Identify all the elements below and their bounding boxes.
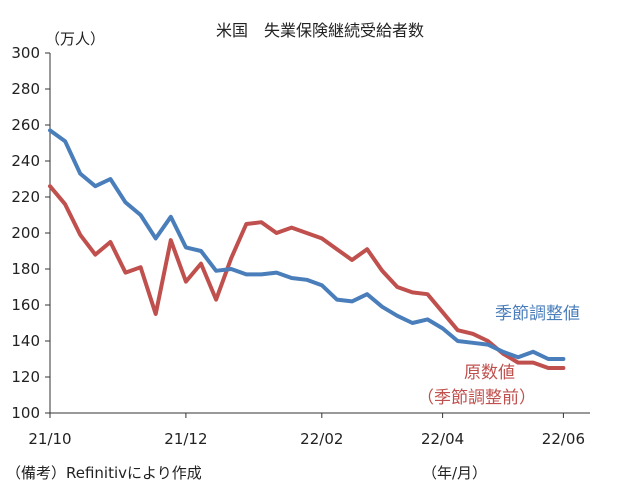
x-tick-label: 21/12 [164,430,207,448]
y-tick-label: 280 [11,80,40,98]
y-tick-label: 160 [11,296,40,314]
series-line-seasonally-adjusted [48,128,566,361]
y-tick-label: 180 [11,260,40,278]
legend-seasonally-adjusted: 季節調整値 [495,304,580,324]
y-tick-label: 300 [11,44,40,62]
legend-original-line2: （季節調整前） [417,388,536,408]
legend-original-line1: 原数値 [464,363,515,383]
x-tick-label: 22/04 [421,430,464,448]
series-line-original [48,184,566,370]
x-axis-unit-label: （年/月） [422,464,487,482]
y-axis-unit-label: （万人） [45,30,105,48]
y-axis-ticks: 100 120 140 160 180 200 220 240 260 280 300 [11,44,50,422]
y-tick-label: 220 [11,188,40,206]
chart-title: 米国 失業保険継続受給者数 [216,21,424,40]
x-tick-label: 22/06 [542,430,585,448]
x-tick-label: 21/10 [28,430,71,448]
y-tick-label: 200 [11,224,40,242]
source-note: （備考）Refinitivにより作成 [6,464,202,482]
y-tick-label: 240 [11,152,40,170]
x-tick-label: 22/02 [300,430,343,448]
y-tick-label: 100 [11,404,40,422]
y-tick-label: 260 [11,116,40,134]
x-axis-ticks: 21/10 21/12 22/02 22/04 22/06 [28,413,585,448]
y-tick-label: 140 [11,332,40,350]
series-lines [48,128,566,370]
y-tick-label: 120 [11,368,40,386]
